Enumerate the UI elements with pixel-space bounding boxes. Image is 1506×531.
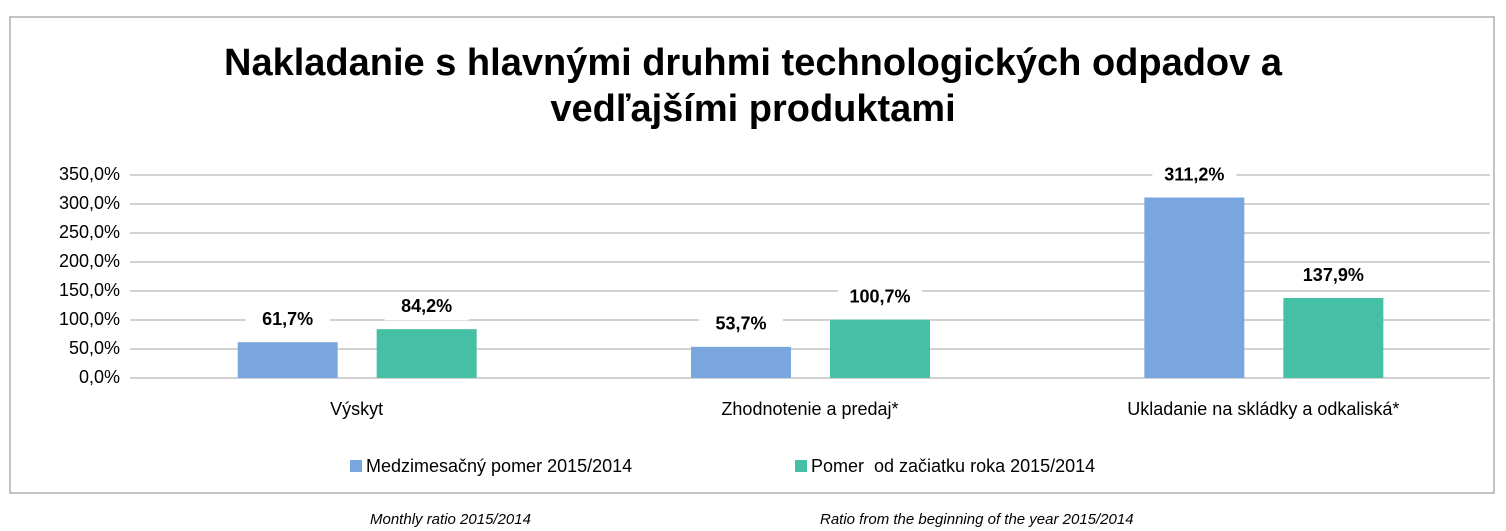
bar (1283, 298, 1384, 378)
data-label: 84,2% (401, 296, 452, 316)
label-bg (838, 284, 922, 311)
bar (376, 329, 477, 378)
y-tick-label: 200,0% (59, 251, 120, 271)
legend-label: Pomer od začiatku roka 2015/2014 (811, 456, 1095, 476)
label-bg (1152, 162, 1237, 189)
caption: Monthly ratio 2015/2014 (370, 511, 531, 528)
label-bg (1291, 263, 1376, 290)
data-label: 61,7% (262, 309, 313, 329)
data-label: 137,9% (1303, 265, 1364, 285)
label-bg (699, 311, 783, 338)
bar (830, 319, 930, 378)
x-tick-label: Zhodnotenie a predaj* (721, 399, 898, 419)
data-label: 53,7% (715, 314, 766, 334)
y-tick-label: 150,0% (59, 280, 120, 300)
label-bg (384, 294, 469, 321)
legend-label: Medzimesačný pomer 2015/2014 (366, 456, 632, 476)
y-tick-label: 100,0% (59, 309, 120, 329)
chart-title: Nakladanie s hlavnými druhmi technologic… (224, 42, 1282, 130)
y-tick-label: 350,0% (59, 164, 120, 184)
y-tick-label: 0,0% (79, 367, 120, 387)
y-tick-label: 50,0% (69, 338, 120, 358)
label-bg (245, 307, 330, 334)
x-tick-label: Výskyt (330, 399, 383, 419)
x-tick-label: Ukladanie na skládky a odkaliská* (1127, 399, 1399, 419)
bar (691, 346, 791, 378)
data-label: 311,2% (1164, 164, 1224, 184)
y-tick-label: 250,0% (59, 222, 120, 242)
chart-frame (9, 16, 1495, 494)
y-tick-label: 300,0% (59, 193, 120, 213)
bar (237, 342, 338, 378)
caption: Ratio from the beginning of the year 201… (820, 511, 1134, 528)
data-label: 100,7% (849, 286, 910, 306)
bar (1144, 197, 1245, 378)
legend-swatch (795, 460, 807, 472)
legend-swatch (350, 460, 362, 472)
